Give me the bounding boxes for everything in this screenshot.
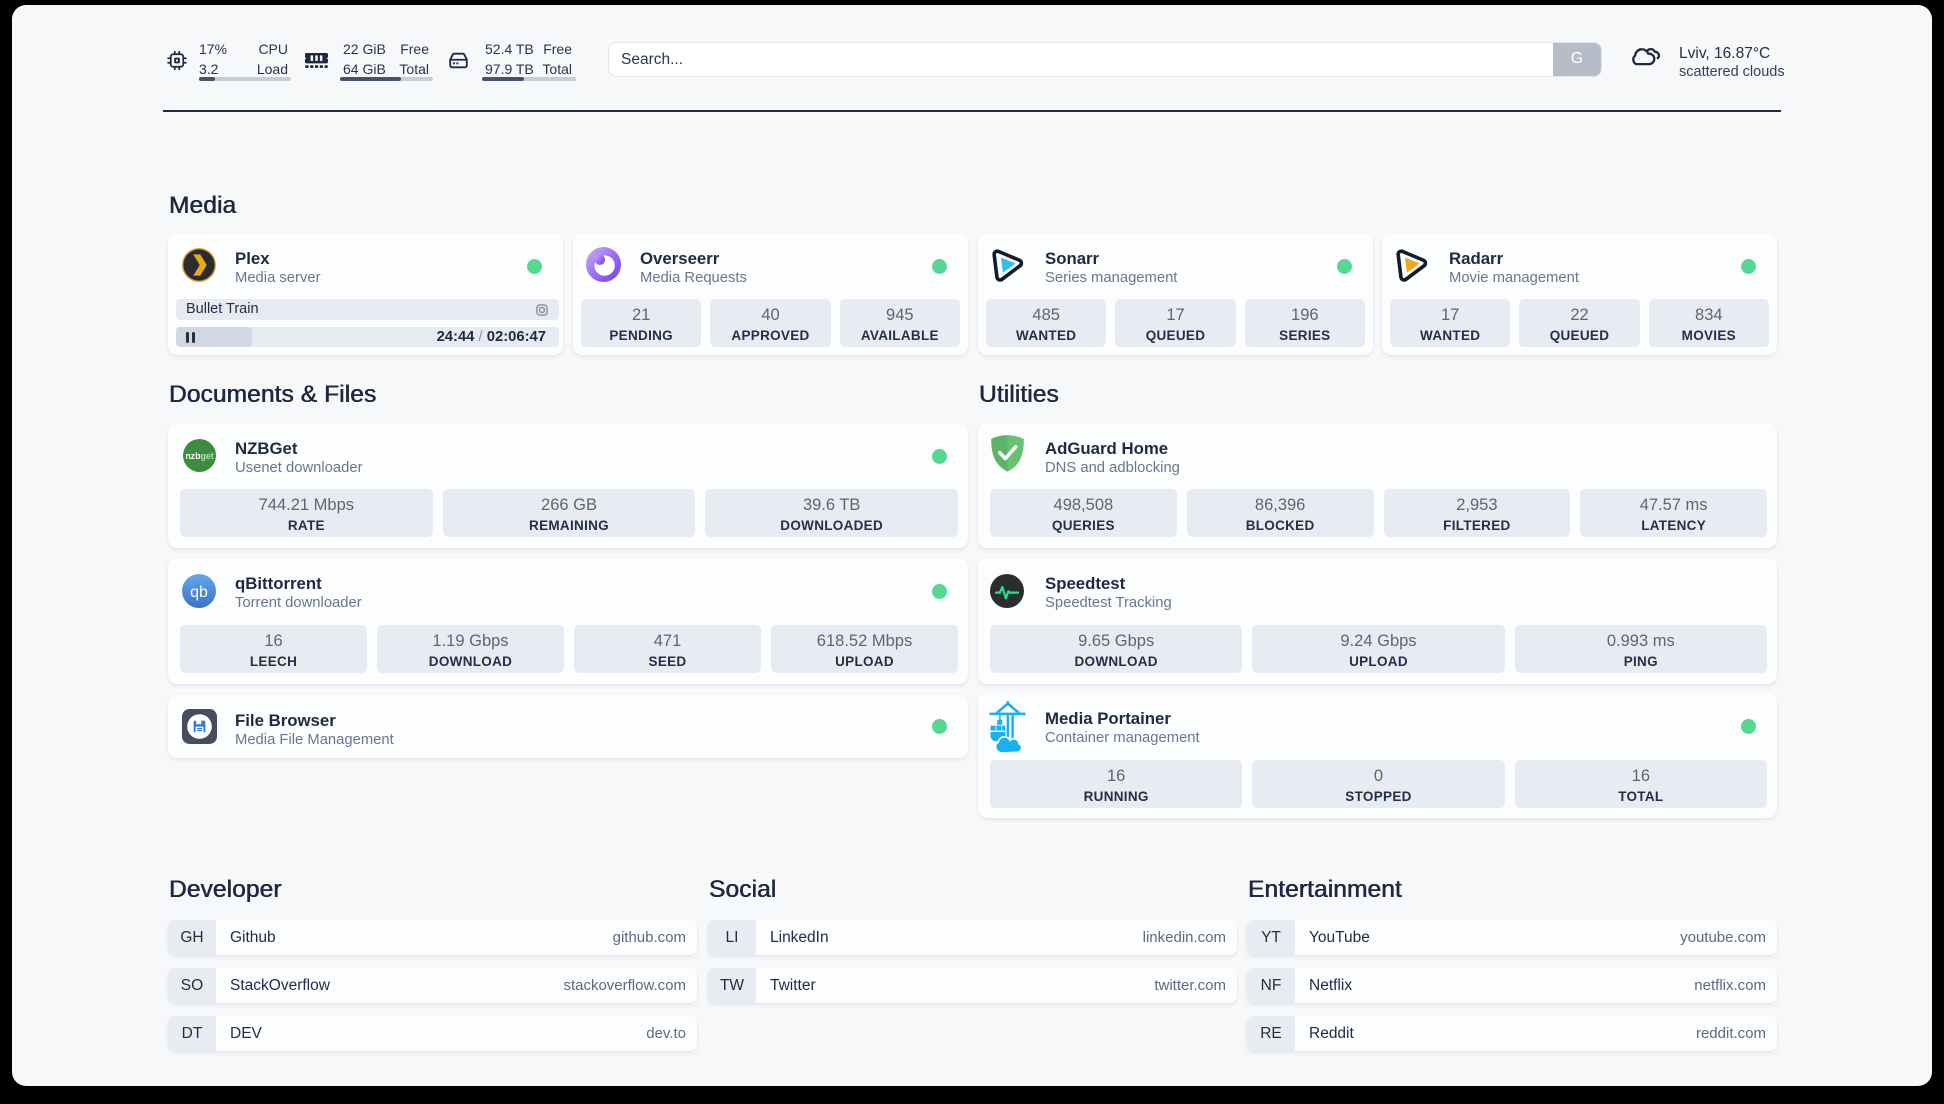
svg-text:qb: qb xyxy=(190,584,208,601)
svg-text:nzbget: nzbget xyxy=(185,451,213,461)
